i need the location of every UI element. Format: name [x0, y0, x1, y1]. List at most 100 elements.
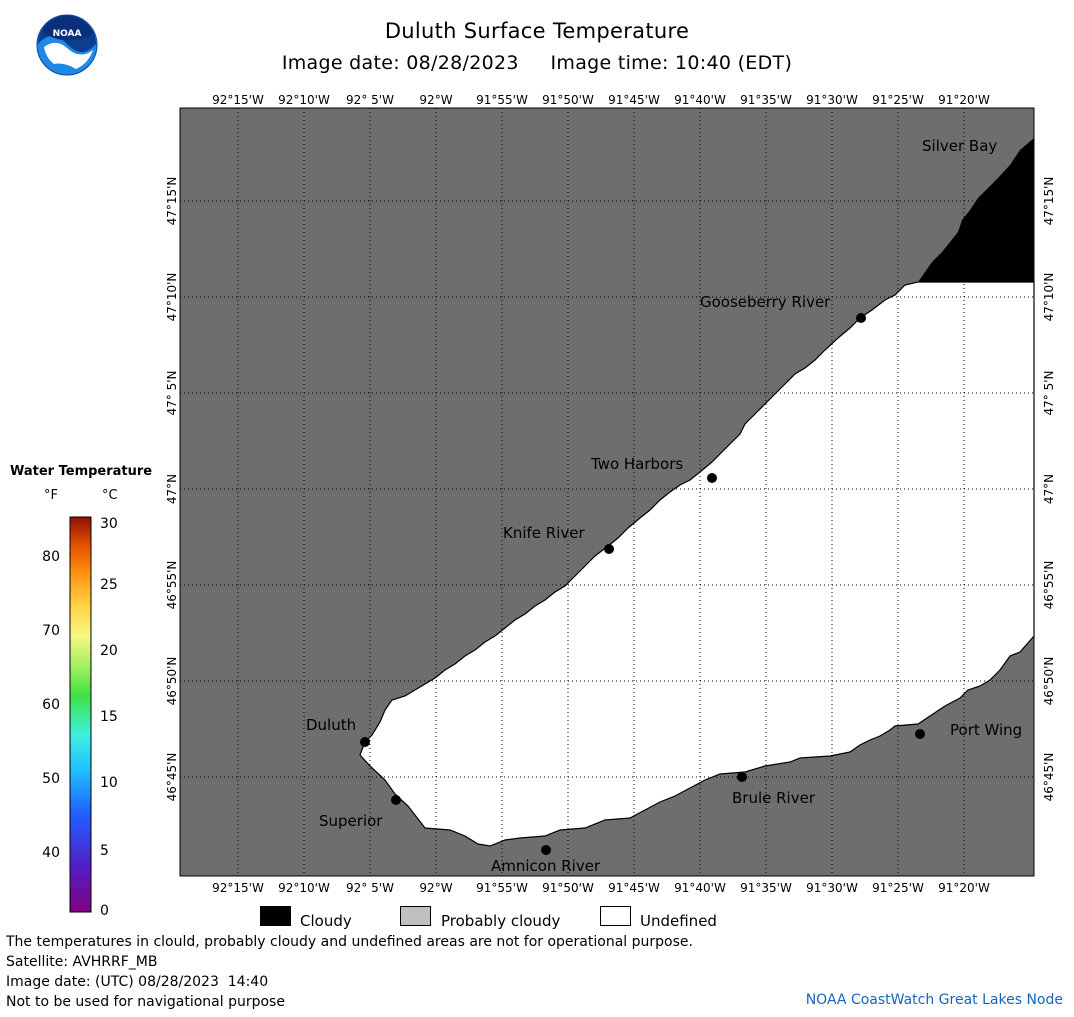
f-tick-label: 40 [42, 845, 60, 861]
longitude-labels-top: 92°15'W 92°10'W 92° 5'W 92°W 91°55'W 91°50'W 9… [212, 93, 990, 107]
lat-label-right: 47°N [1042, 474, 1056, 504]
c-tick-label: 5 [100, 843, 109, 859]
lon-label-top: 91°35'W [740, 93, 792, 107]
lon-label-bottom: 92° 5'W [346, 881, 394, 895]
place-dot [360, 737, 370, 747]
undefined-swatch [600, 906, 631, 926]
cloudy-swatch [260, 906, 291, 926]
c-tick-label: 0 [100, 903, 109, 919]
image-date-label: Image date: 08/28/2023 [281, 52, 519, 74]
place-dot [737, 772, 747, 782]
place-label: Knife River [503, 524, 585, 542]
lon-label-bottom: 91°45'W [608, 881, 660, 895]
lat-label-left: 46°50'N [165, 657, 179, 706]
map-subtitle: Image date: 08/28/2023 Image time: 10:40… [0, 52, 1074, 74]
lon-label-top: 92°10'W [278, 93, 330, 107]
place-dot [604, 544, 614, 554]
graticule [180, 108, 1034, 876]
lat-label-right: 46°50'N [1042, 657, 1056, 706]
lon-label-top: 91°25'W [872, 93, 924, 107]
lon-label-top: 91°20'W [938, 93, 990, 107]
place-label: Port Wing [950, 721, 1022, 739]
lat-label-right: 47° 5'N [1042, 371, 1056, 416]
legend-unit-c: °C [102, 488, 118, 503]
lat-label-right: 46°45'N [1042, 753, 1056, 802]
place-label: Brule River [732, 789, 816, 807]
place-dot [391, 795, 401, 805]
lat-label-left: 47°15'N [165, 177, 179, 226]
legend-unit-f: °F [44, 488, 58, 503]
map-border [179, 107, 1035, 877]
longitude-labels-bottom: 92°15'W 92°10'W 92° 5'W 92°W 91°55'W 91°50'W 9… [212, 881, 990, 895]
place-dot [541, 845, 551, 855]
lat-label-left: 47° 5'N [165, 371, 179, 416]
place-markers: Silver Bay Gooseberry River Two Harbors Kni… [306, 137, 1023, 875]
place-label: Superior [319, 812, 383, 830]
map-panel: 92°15'W 92°10'W 92° 5'W 92°W 91°55'W 91°50'W 9… [165, 93, 1056, 895]
f-tick-label: 80 [42, 549, 60, 565]
celsius-ticks: 30 25 20 15 10 5 0 [100, 516, 118, 919]
f-tick-label: 60 [42, 697, 60, 713]
fahrenheit-ticks: 80 70 60 50 40 [42, 549, 60, 861]
notes-block: The temperatures in clould, probably clo… [6, 932, 693, 1012]
f-tick-label: 50 [42, 771, 60, 787]
lon-label-top: 91°55'W [476, 93, 528, 107]
undefined-label: Undefined [640, 912, 717, 930]
probably-cloudy-swatch [400, 906, 431, 926]
lon-label-bottom: 91°50'W [542, 881, 594, 895]
noaa-logo-text: NOAA [53, 29, 82, 39]
place-dot [915, 729, 925, 739]
probably-cloudy-label: Probably cloudy [441, 912, 561, 930]
note-line-2: Satellite: AVHRRF_MB [6, 954, 158, 970]
lat-label-left: 47°N [165, 474, 179, 504]
lat-label-right: 47°10'N [1042, 273, 1056, 322]
c-tick-label: 25 [100, 577, 118, 593]
place-label: Gooseberry River [700, 293, 831, 311]
note-line-3: Image date: (UTC) 08/28/2023 14:40 [6, 974, 269, 990]
latitude-labels-left: 47°15'N 47°10'N 47° 5'N 47°N 46°55'N 46°50'N 4… [165, 177, 179, 802]
lon-label-bottom: 91°35'W [740, 881, 792, 895]
place-dot [707, 473, 717, 483]
note-line-1: The temperatures in clould, probably clo… [6, 934, 693, 950]
c-tick-label: 20 [100, 643, 118, 659]
place-dot [856, 313, 866, 323]
c-tick-label: 30 [100, 516, 118, 532]
lat-label-left: 46°55'N [165, 561, 179, 610]
lon-label-bottom: 92°10'W [278, 881, 330, 895]
lon-label-bottom: 92°W [419, 881, 452, 895]
lon-label-bottom: 91°20'W [938, 881, 990, 895]
lon-label-top: 91°45'W [608, 93, 660, 107]
lon-label-bottom: 91°55'W [476, 881, 528, 895]
lon-label-bottom: 91°25'W [872, 881, 924, 895]
f-tick-label: 70 [42, 623, 60, 639]
note-line-4: Not to be used for navigational purpose [6, 994, 285, 1010]
lat-label-left: 47°10'N [165, 273, 179, 322]
lon-label-bottom: 91°30'W [806, 881, 858, 895]
lat-label-right: 47°15'N [1042, 177, 1056, 226]
lat-label-left: 46°45'N [165, 753, 179, 802]
latitude-labels-right: 47°15'N 47°10'N 47° 5'N 47°N 46°55'N 46°50'N 4… [1042, 177, 1056, 802]
color-bar-gradient [69, 516, 92, 913]
lon-label-top: 92°W [419, 93, 452, 107]
image-time-label: Image time: 10:40 (EDT) [550, 52, 793, 74]
lon-label-top: 91°30'W [806, 93, 858, 107]
place-label: Amnicon River [491, 857, 601, 875]
c-tick-label: 10 [100, 775, 118, 791]
place-label: Silver Bay [922, 137, 997, 155]
place-label: Duluth [306, 716, 356, 734]
lon-label-top: 92° 5'W [346, 93, 394, 107]
place-dot [1013, 157, 1023, 167]
place-label: Two Harbors [590, 455, 683, 473]
lon-label-bottom: 91°40'W [674, 881, 726, 895]
lon-label-top: 91°40'W [674, 93, 726, 107]
lon-label-bottom: 92°15'W [212, 881, 264, 895]
lon-label-top: 91°50'W [542, 93, 594, 107]
map-title: Duluth Surface Temperature [384, 19, 690, 43]
lon-label-top: 92°15'W [212, 93, 264, 107]
cloudy-area [918, 138, 1034, 282]
lat-label-right: 46°55'N [1042, 561, 1056, 610]
legend-title: Water Temperature [10, 464, 153, 479]
cloudy-label: Cloudy [300, 912, 352, 930]
credit-link[interactable]: NOAA CoastWatch Great Lakes Node [805, 992, 1063, 1008]
